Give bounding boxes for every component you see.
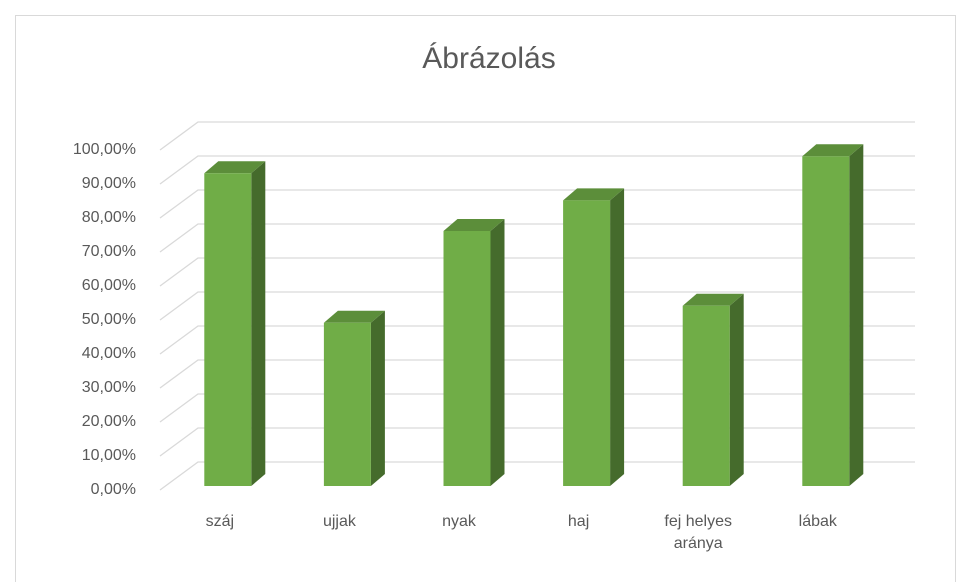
- grid-line: [159, 121, 915, 151]
- grid-line: [159, 427, 915, 457]
- bar-front: [204, 173, 252, 486]
- bar-front: [323, 322, 371, 486]
- bar-front: [563, 200, 611, 486]
- y-tick-label: 0,00%: [91, 481, 136, 498]
- y-tick-label: 50,00%: [82, 311, 136, 328]
- y-tick-label: 70,00%: [82, 243, 136, 260]
- bar-side: [849, 144, 864, 486]
- bar-front: [682, 305, 730, 486]
- x-tick-label: ujjak: [322, 513, 356, 530]
- x-tick-label: lábak: [798, 513, 837, 530]
- x-tick-label: haj: [567, 513, 590, 530]
- y-tick-label: 100,00%: [73, 141, 136, 158]
- grid-line: [159, 393, 915, 423]
- y-tick-label: 80,00%: [82, 209, 136, 226]
- x-tick-label: fej helyes aránya: [664, 513, 732, 552]
- grid-line: [159, 291, 915, 321]
- bar-front: [443, 231, 491, 486]
- y-tick-label: 60,00%: [82, 277, 136, 294]
- bar-top: [563, 188, 625, 201]
- y-tick-label: 90,00%: [82, 175, 136, 192]
- bar-side: [251, 161, 266, 486]
- bar-side: [610, 188, 625, 486]
- bar: [563, 188, 625, 486]
- grid-line: [159, 189, 915, 219]
- y-tick-label: 20,00%: [82, 413, 136, 430]
- bar: [204, 161, 266, 486]
- chart-title: Ábrázolás: [422, 42, 555, 75]
- grid-line: [159, 223, 915, 253]
- bar-top: [682, 293, 744, 306]
- x-tick-label: száj: [205, 513, 235, 530]
- y-tick-label: 30,00%: [82, 379, 136, 396]
- bar: [802, 144, 864, 486]
- grid-line: [159, 257, 915, 287]
- bar-side: [729, 293, 744, 486]
- bar-top: [323, 310, 385, 323]
- bar-top: [802, 144, 864, 157]
- bar-side: [490, 219, 505, 486]
- y-tick-label: 10,00%: [82, 447, 136, 464]
- bar: [682, 293, 744, 486]
- grid-line: [159, 461, 915, 491]
- bar-top: [204, 161, 266, 174]
- grid-line: [159, 155, 915, 185]
- x-tick-label: nyak: [442, 513, 476, 530]
- bar: [323, 310, 385, 486]
- grid-line: [159, 325, 915, 355]
- bar: [443, 219, 505, 486]
- grid-line: [159, 359, 915, 389]
- bar-side: [370, 310, 385, 486]
- y-tick-label: 40,00%: [82, 345, 136, 362]
- bar-top: [443, 219, 505, 231]
- bar-front: [802, 156, 850, 486]
